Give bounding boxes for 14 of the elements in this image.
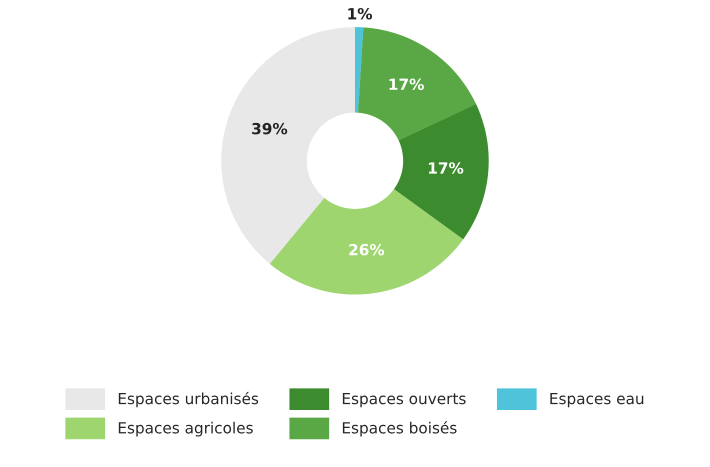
data-label: 17% xyxy=(390,78,424,90)
legend-label: Espaces ouverts xyxy=(342,392,466,408)
data-label: 26% xyxy=(349,244,384,256)
donut-slice xyxy=(358,27,476,140)
data-label: 1% xyxy=(348,8,372,20)
donut-slice xyxy=(355,27,364,113)
data-label: 39% xyxy=(252,122,288,134)
legend-label: Espaces boisés xyxy=(342,421,457,437)
legend-label: Espaces agricoles xyxy=(118,422,253,437)
legend-label: Espaces urbanisés xyxy=(118,392,258,408)
donut-slice xyxy=(270,189,464,295)
legend-label: Espaces eau xyxy=(550,392,644,408)
data-label: 17% xyxy=(428,162,464,174)
donut-slice xyxy=(394,104,489,240)
